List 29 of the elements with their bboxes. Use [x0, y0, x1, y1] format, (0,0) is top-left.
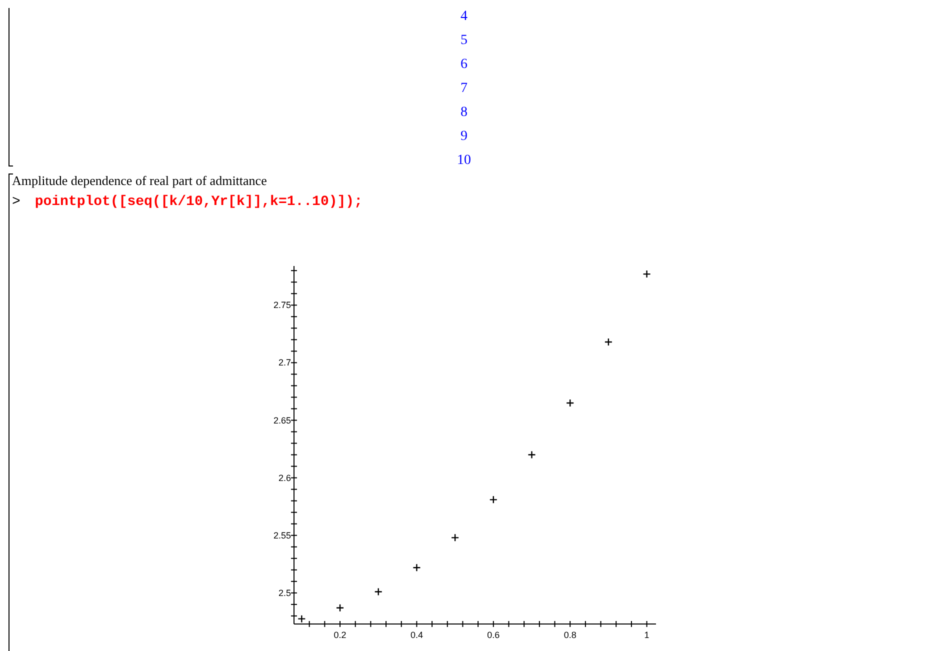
point — [374, 588, 382, 596]
y-tick-label: 2.5 — [278, 588, 291, 598]
text: > pointplot([seq([k/10,Yr[k]],k=1..10)]); — [12, 194, 362, 210]
point — [566, 398, 574, 408]
text: 10 — [457, 153, 471, 168]
point — [336, 604, 344, 612]
y-tick-label: 2.7 — [278, 358, 291, 368]
x-tick-label: 0.8 — [564, 630, 576, 640]
point — [489, 496, 498, 504]
x-tick-label: 0.4 — [410, 630, 423, 640]
point — [604, 338, 613, 346]
text: Amplitude dependence of real part of admittance — [12, 173, 268, 188]
text: 4 — [460, 9, 468, 24]
x-tick-label: 0.2 — [334, 630, 346, 640]
point — [642, 270, 651, 278]
text: 9 — [460, 129, 468, 144]
point — [450, 534, 460, 542]
point — [412, 563, 421, 572]
y-tick-label: 2.55 — [273, 530, 291, 540]
point — [528, 450, 536, 459]
text: 7 — [460, 81, 468, 96]
y-tick-label: 2.6 — [278, 472, 291, 483]
y-tick-label: 2.75 — [273, 300, 291, 310]
text: 8 — [460, 105, 468, 120]
text: 6 — [460, 57, 468, 72]
text: 5 — [460, 33, 468, 48]
x-tick-label: 1 — [644, 630, 650, 640]
x-tick-label: 0.6 — [487, 630, 500, 640]
y-tick-label: 2.65 — [273, 415, 291, 426]
